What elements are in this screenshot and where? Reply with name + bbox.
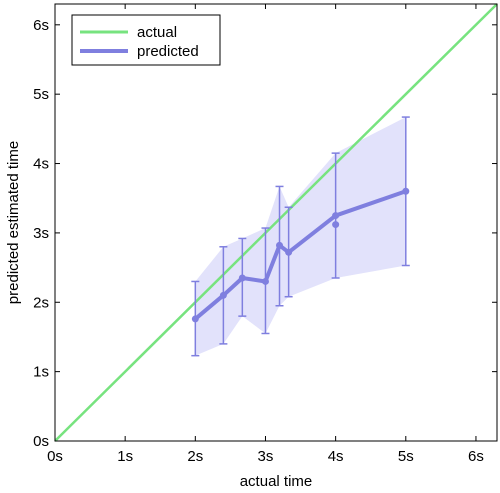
x-tick-label: 2s — [187, 448, 203, 465]
data-point — [332, 212, 340, 220]
data-point — [276, 241, 284, 249]
legend-label-actual: actual — [137, 24, 177, 41]
y-tick-label: 3s — [33, 225, 49, 242]
y-tick-label: 4s — [33, 156, 49, 173]
y-axis-label: predicted estimated time — [5, 141, 22, 304]
x-tick-label: 3s — [258, 448, 274, 465]
series-line-layer — [54, 3, 498, 442]
data-point-layer — [191, 187, 410, 323]
data-point — [219, 291, 227, 299]
tick-layer: 0s 1s 2s 3s 4s 5s 6s 0s 1s 2s 3s 4s 5s 6s — [33, 4, 497, 465]
actual-series-line — [54, 3, 498, 442]
data-point — [332, 221, 340, 229]
x-tick-label: 5s — [398, 448, 414, 465]
y-tick-label: 1s — [33, 364, 49, 381]
confidence-band — [195, 117, 406, 356]
data-point — [261, 277, 269, 285]
legend-label-predicted: predicted — [137, 43, 199, 60]
x-axis-label: actual time — [240, 473, 313, 490]
y-tick-label: 0s — [33, 433, 49, 450]
predicted-series-line — [194, 189, 407, 321]
y-tick-label: 6s — [33, 17, 49, 34]
data-point — [402, 187, 410, 195]
y-tick-label: 2s — [33, 294, 49, 311]
x-tick-label: 1s — [117, 448, 133, 465]
legend-box — [71, 14, 221, 66]
data-point — [285, 248, 293, 256]
x-tick-label: 4s — [328, 448, 344, 465]
confidence-band-layer — [195, 117, 406, 356]
x-tick-label: 6s — [468, 448, 484, 465]
x-tick-label: 0s — [47, 448, 63, 465]
legend: actual predicted — [71, 14, 221, 66]
data-point — [238, 274, 246, 282]
data-point — [191, 315, 199, 323]
plot-frame — [54, 3, 498, 442]
y-tick-label: 5s — [33, 86, 49, 103]
